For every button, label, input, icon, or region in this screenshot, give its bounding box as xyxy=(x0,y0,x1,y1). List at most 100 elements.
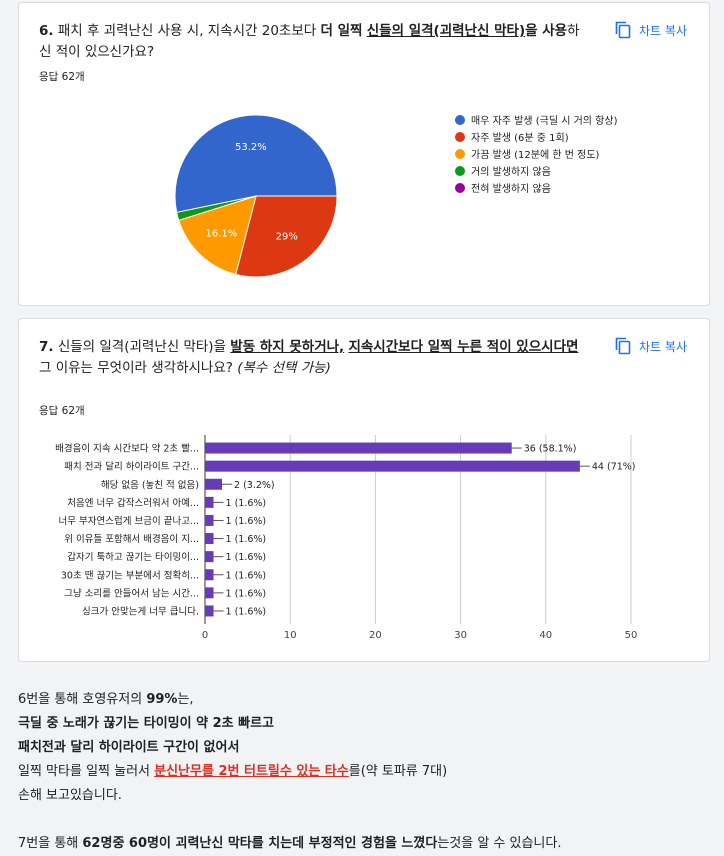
title-note: (복수 선택 가능) xyxy=(237,360,331,376)
response-count: 응답 62개 xyxy=(39,71,85,83)
summary-line: 7번을 통해 62명중 60명이 괴력난신 막타를 치는데 부정적인 경험을 느… xyxy=(18,832,708,856)
legend-label: 전혀 발생하지 않음 xyxy=(471,184,551,195)
legend-item: 전혀 발생하지 않음 xyxy=(455,179,617,196)
text-bold: 62명중 60명이 xyxy=(82,836,171,851)
title-underlined-text: 지속시간보다 일찍 누른 적이 있으시다면 xyxy=(348,339,579,355)
pie-data-label: 53.2% xyxy=(235,142,267,153)
copy-chart-button[interactable]: 차트 복사 xyxy=(615,21,687,39)
x-tick-label: 0 xyxy=(202,630,208,641)
bar-chart: 배경음이 지속 시간보다 약 2초 빨... 패치 전과 달리 하이라이트 구간.… xyxy=(55,435,638,641)
legend-item: 가끔 발생 (12분에 한 번 정도) xyxy=(455,145,617,162)
copy-chart-button[interactable]: 차트 복사 xyxy=(615,337,687,355)
text: 손해 보고있습니다. xyxy=(18,788,122,803)
summary-line: 극딜 중 노래가 끊기는 타이밍이 약 2초 빠르고 xyxy=(18,712,708,736)
response-count: 응답 62개 xyxy=(39,405,85,417)
pie-slice xyxy=(178,195,257,276)
bar xyxy=(205,442,512,454)
bar xyxy=(205,496,214,508)
text-bold: 패치전과 달리 하이라이트 구간이 없어서 xyxy=(18,740,240,755)
category-label: 너무 부자연스럽게 브금이 끝나고... xyxy=(59,516,199,527)
text: 를(약 토파류 7대) xyxy=(348,764,448,779)
bar-data-label: 1 (1.6%) xyxy=(226,516,267,527)
text-highlight: 분신난무를 2번 터트릴수 있는 타수 xyxy=(154,764,349,779)
category-label: 30초 땐 끊기는 부분에서 정확히... xyxy=(61,569,199,581)
copy-chart-label: 차트 복사 xyxy=(639,339,687,354)
copy-icon xyxy=(615,21,631,39)
pie-data-label: 16.1% xyxy=(206,228,238,239)
copy-icon xyxy=(615,337,631,355)
x-tick-label: 30 xyxy=(454,630,467,641)
bar-data-label: 1 (1.6%) xyxy=(226,552,267,563)
title-text: 하신 적이 있으신가요? xyxy=(39,23,580,60)
legend-swatch xyxy=(455,131,465,142)
legend-label: 자주 발생 (6분 중 1회) xyxy=(471,133,569,144)
category-label: 싱크가 안맞는게 너무 큽니다. xyxy=(82,605,199,617)
legend-item: 매우 자주 발생 (극딜 시 거의 항상) xyxy=(455,111,617,128)
text-bold: 99% xyxy=(146,692,178,707)
copy-chart-label: 차트 복사 xyxy=(639,23,687,38)
bar xyxy=(205,551,214,563)
summary-text: 6번을 통해 호영유저의 99%는, 극딜 중 노래가 끊기는 타이밍이 약 2… xyxy=(18,688,708,856)
pie-data-label: 29% xyxy=(276,232,298,243)
question-number: 7. xyxy=(39,339,54,355)
bar xyxy=(205,514,214,526)
x-tick-label: 10 xyxy=(284,630,297,641)
summary-line: 손해 보고있습니다. xyxy=(18,784,708,808)
text-bold: 극딜 중 노래가 끊기는 타이밍이 약 2초 빠르고 xyxy=(18,716,275,731)
summary-line: 6번을 통해 호영유저의 99%는, xyxy=(18,688,708,712)
category-label: 해당 없음 (놓친 적 없음) xyxy=(101,479,199,491)
legend-swatch xyxy=(455,148,465,159)
legend-label: 거의 발생하지 않음 xyxy=(471,167,551,178)
category-label: 패치 전과 달리 하이라이트 구간... xyxy=(64,461,199,473)
summary-line: 패치전과 달리 하이라이트 구간이 없어서 xyxy=(18,736,708,760)
category-label: 위 이유들 포함해서 배경음이 지... xyxy=(64,533,199,545)
bar xyxy=(205,587,214,599)
bar-data-label: 1 (1.6%) xyxy=(226,570,267,581)
title-bold-text: 을 사용 xyxy=(525,23,568,39)
question-6-title: 6. 패치 후 괴력난신 사용 시, 지속시간 20초보다 더 일찍 신들의 일… xyxy=(39,21,589,63)
text: 는것을 알 수 있습니다. xyxy=(437,836,562,851)
bar-data-label: 1 (1.6%) xyxy=(226,534,267,545)
text: 는, xyxy=(177,692,194,707)
pie-legend: 매우 자주 발생 (극딜 시 거의 항상) 자주 발생 (6분 중 1회) 가끔 발… xyxy=(455,111,617,196)
title-text: 패치 후 괴력난신 사용 시, 지속시간 20초보다 xyxy=(57,23,317,39)
bar xyxy=(205,605,214,617)
question-7-title: 7. 신들의 일격(괴력난신 막타)을 발동 하지 못하거나, 지속시간보다 일… xyxy=(39,337,589,379)
title-text: 신들의 일격(괴력난신 막타)을 xyxy=(57,339,226,355)
x-tick-label: 50 xyxy=(625,630,638,641)
bar-data-label: 36 (58.1%) xyxy=(524,444,577,455)
bar xyxy=(205,460,580,472)
text: 일찍 막타를 일찍 눌러서 xyxy=(18,764,155,779)
legend-swatch xyxy=(455,182,465,193)
title-underlined-text: 발동 하지 못하거나, xyxy=(230,339,345,355)
legend-swatch xyxy=(455,114,465,125)
legend-label: 가끔 발생 (12분에 한 번 정도) xyxy=(471,150,600,161)
x-tick-label: 40 xyxy=(539,630,552,641)
category-label: 갑자기 툭하고 끊기는 타이밍이... xyxy=(67,551,199,563)
bar xyxy=(205,569,214,581)
bar xyxy=(205,533,214,545)
legend-swatch xyxy=(455,165,465,176)
pie-slice xyxy=(174,114,338,214)
pie-slice xyxy=(235,195,338,278)
question-number: 6. xyxy=(39,23,54,39)
bar xyxy=(205,478,223,490)
category-label: 그냥 소리를 안들어서 남는 시간... xyxy=(64,588,199,599)
text: 7번을 통해 xyxy=(18,836,83,851)
legend-item: 자주 발생 (6분 중 1회) xyxy=(455,128,617,145)
bar-data-label: 2 (3.2%) xyxy=(234,480,275,491)
text-bold: 괴력난신 막타를 치는데 부정적인 경험을 느꼈다 xyxy=(170,836,438,851)
x-tick-label: 20 xyxy=(369,630,382,641)
text: 6번을 통해 호영유저의 xyxy=(18,692,147,707)
legend-item: 거의 발생하지 않음 xyxy=(455,162,617,179)
bar-data-label: 1 (1.6%) xyxy=(226,498,267,509)
question-7-card: 7. 신들의 일격(괴력난신 막타)을 발동 하지 못하거나, 지속시간보다 일… xyxy=(18,318,710,662)
bar-data-label: 1 (1.6%) xyxy=(226,588,267,599)
legend-label: 매우 자주 발생 (극딜 시 거의 항상) xyxy=(471,116,618,127)
title-bold-text: 더 일찍 xyxy=(320,23,363,39)
question-6-card: 6. 패치 후 괴력난신 사용 시, 지속시간 20초보다 더 일찍 신들의 일… xyxy=(18,2,710,306)
category-label: 배경음이 지속 시간보다 약 2초 빨... xyxy=(55,443,199,455)
summary-line: 일찍 막타를 일찍 눌러서 분신난무를 2번 터트릴수 있는 타수를(약 토파류… xyxy=(18,760,708,784)
title-text: 그 이유는 무엇이라 생각하시나요? xyxy=(39,360,233,376)
bar-data-label: 1 (1.6%) xyxy=(226,606,267,617)
